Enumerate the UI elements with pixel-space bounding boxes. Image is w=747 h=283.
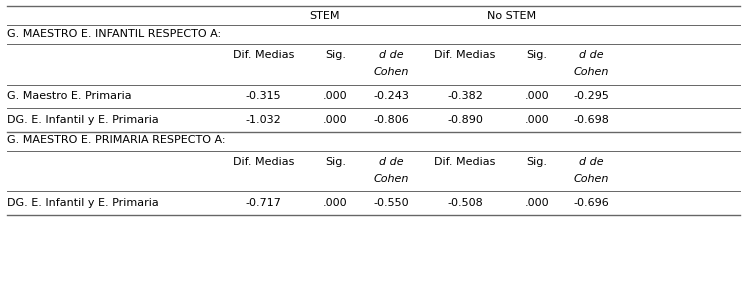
Text: -1.032: -1.032 <box>246 115 281 125</box>
Text: -0.698: -0.698 <box>573 115 610 125</box>
Text: -0.806: -0.806 <box>374 115 409 125</box>
Text: -0.315: -0.315 <box>246 91 281 101</box>
Text: Sig.: Sig. <box>527 157 548 167</box>
Text: -0.890: -0.890 <box>447 115 483 125</box>
Text: Dif. Medias: Dif. Medias <box>232 50 294 60</box>
Text: .000: .000 <box>525 115 549 125</box>
Text: DG. E. Infantil y E. Primaria: DG. E. Infantil y E. Primaria <box>7 115 159 125</box>
Text: Dif. Medias: Dif. Medias <box>434 157 496 167</box>
Text: Sig.: Sig. <box>325 50 346 60</box>
Text: DG. E. Infantil y E. Primaria: DG. E. Infantil y E. Primaria <box>7 198 159 208</box>
Text: .000: .000 <box>323 115 347 125</box>
Text: .000: .000 <box>525 91 549 101</box>
Text: -0.382: -0.382 <box>447 91 483 101</box>
Text: G. MAESTRO E. PRIMARIA RESPECTO A:: G. MAESTRO E. PRIMARIA RESPECTO A: <box>7 135 226 145</box>
Text: .000: .000 <box>323 91 347 101</box>
Text: G. MAESTRO E. INFANTIL RESPECTO A:: G. MAESTRO E. INFANTIL RESPECTO A: <box>7 29 222 39</box>
Text: -0.696: -0.696 <box>574 198 609 208</box>
Text: -0.550: -0.550 <box>374 198 409 208</box>
Text: d de: d de <box>579 50 604 60</box>
Text: Sig.: Sig. <box>325 157 346 167</box>
Text: Cohen: Cohen <box>374 174 409 184</box>
Text: Cohen: Cohen <box>574 67 609 77</box>
Text: -0.717: -0.717 <box>245 198 282 208</box>
Text: d de: d de <box>379 50 403 60</box>
Text: -0.243: -0.243 <box>373 91 409 101</box>
Text: .000: .000 <box>323 198 347 208</box>
Text: d de: d de <box>579 157 604 167</box>
Text: .000: .000 <box>525 198 549 208</box>
Text: Cohen: Cohen <box>374 67 409 77</box>
Text: Sig.: Sig. <box>527 50 548 60</box>
Text: Cohen: Cohen <box>574 174 609 184</box>
Text: d de: d de <box>379 157 403 167</box>
Text: -0.295: -0.295 <box>573 91 610 101</box>
Text: -0.508: -0.508 <box>447 198 483 208</box>
Text: No STEM: No STEM <box>487 10 536 21</box>
Text: Dif. Medias: Dif. Medias <box>434 50 496 60</box>
Text: STEM: STEM <box>310 10 340 21</box>
Text: Dif. Medias: Dif. Medias <box>232 157 294 167</box>
Text: G. Maestro E. Primaria: G. Maestro E. Primaria <box>7 91 132 101</box>
